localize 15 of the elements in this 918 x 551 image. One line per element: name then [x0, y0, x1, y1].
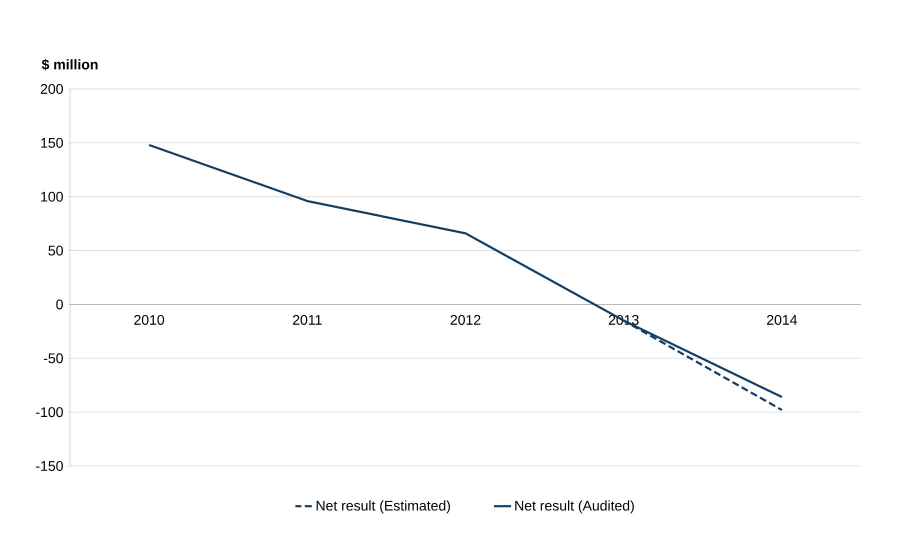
y-tick-label: 100 [41, 192, 63, 202]
y-tick-label: -100 [36, 407, 63, 418]
y-tick-label: 200 [40, 84, 63, 94]
legend-label: Net result (Estimated) [316, 500, 450, 514]
x-tick-label: 2012 [450, 314, 480, 325]
x-tick-label: 2011 [292, 314, 322, 325]
legend-label: Net result (Audited) [515, 500, 634, 514]
y-axis-title: $ million [42, 58, 98, 70]
y-tick-label: 150 [41, 138, 63, 148]
y-tick-label: 50 [48, 246, 63, 256]
y-tick-label: -150 [36, 461, 63, 471]
x-tick-label: 2010 [134, 314, 164, 325]
y-tick-label: 0 [56, 299, 63, 310]
x-tick-label: 2014 [767, 314, 798, 325]
y-tick-label: -50 [44, 353, 63, 364]
